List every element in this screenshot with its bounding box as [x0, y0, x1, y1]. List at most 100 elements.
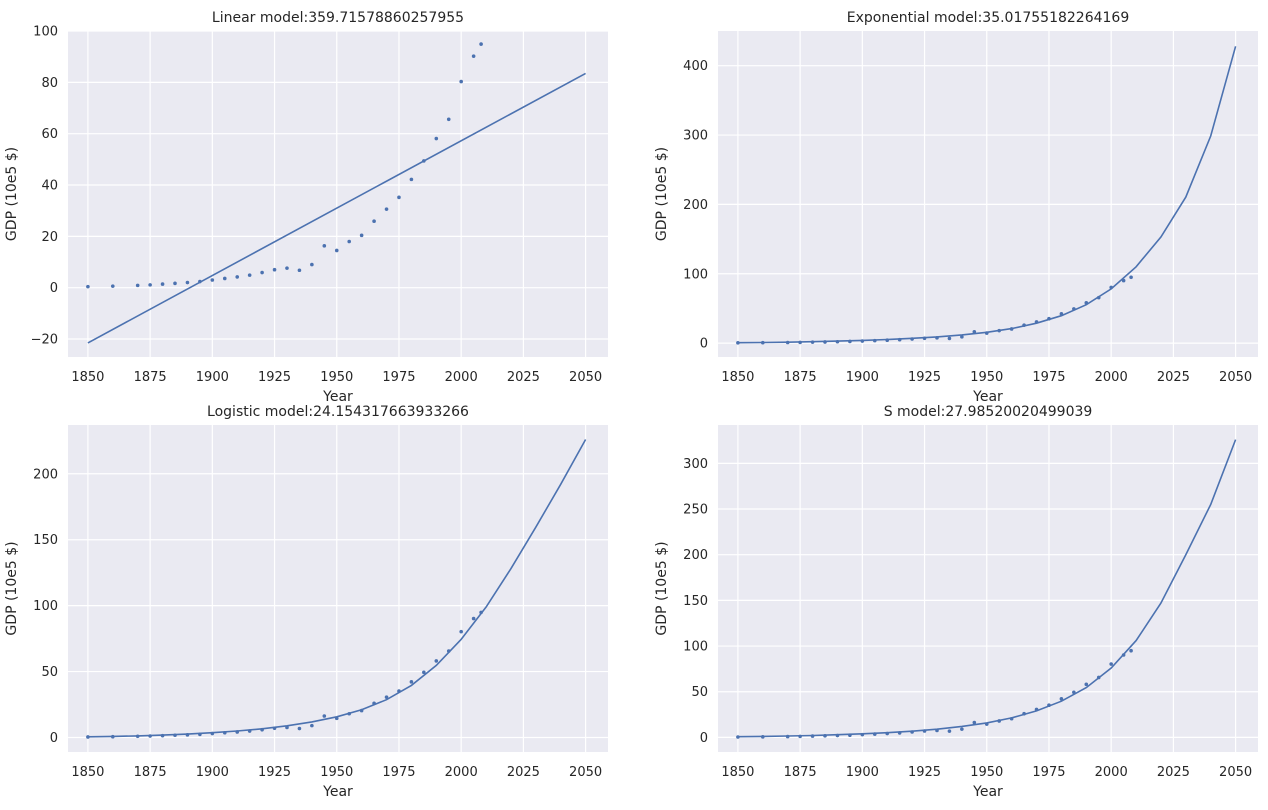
- data-point: [409, 177, 414, 182]
- fit-line: [87, 72, 586, 344]
- data-point: [459, 629, 463, 634]
- x-tick-label: 1875: [134, 765, 167, 780]
- y-axis-label: GDP (10e5 $): [654, 147, 670, 241]
- x-tick-label: 1925: [258, 370, 291, 385]
- y-tick-label: 100: [683, 267, 708, 282]
- data-point: [173, 281, 177, 286]
- data-point: [235, 275, 240, 279]
- data-point: [479, 42, 483, 46]
- y-tick-label: 100: [683, 640, 708, 655]
- x-tick-label: 1850: [71, 370, 104, 385]
- x-tick-label: 1925: [908, 370, 941, 385]
- x-tick-label: 1950: [970, 370, 1003, 385]
- data-point: [110, 284, 115, 288]
- data-point: [422, 670, 426, 675]
- data-point: [210, 278, 215, 282]
- x-tick-label: 1900: [196, 370, 229, 385]
- x-tick-label: 2000: [1095, 370, 1128, 385]
- data-point: [322, 244, 327, 248]
- data-point: [384, 695, 389, 699]
- y-tick-label: 150: [33, 533, 58, 548]
- x-tick-label: 2025: [507, 765, 540, 780]
- y-tick-label: 50: [691, 685, 708, 700]
- data-point: [1109, 662, 1113, 666]
- data-point: [1129, 648, 1133, 653]
- y-tick-label: 250: [683, 503, 708, 518]
- plot-area: [718, 425, 1258, 752]
- data-point: [372, 219, 376, 224]
- data-point: [310, 723, 314, 728]
- data-point: [297, 268, 302, 273]
- data-point: [86, 284, 90, 289]
- y-tick-label: 200: [683, 198, 708, 213]
- x-tick-label: 2000: [445, 765, 478, 780]
- x-axis-label: Year: [972, 784, 1003, 800]
- y-tick-label: 50: [41, 665, 58, 680]
- data-point: [185, 280, 190, 285]
- plot-area: [68, 31, 608, 357]
- x-tick-label: 2025: [1157, 370, 1190, 385]
- data-point: [409, 680, 414, 684]
- data-point: [972, 720, 977, 725]
- data-point: [960, 335, 964, 339]
- x-tick-label: 1850: [721, 765, 754, 780]
- x-tick-label: 2025: [507, 370, 540, 385]
- x-tick-label: 2050: [569, 765, 602, 780]
- data-point: [397, 195, 401, 200]
- x-tick-label: 1925: [258, 765, 291, 780]
- x-tick-label: 1850: [71, 765, 104, 780]
- subplot-4: 1850 1875 1900 1925 1950 1975 2000 2025 2050 0 50 1…: [654, 404, 1258, 800]
- y-tick-label: 0: [50, 731, 58, 746]
- data-point: [272, 267, 277, 272]
- data-point: [260, 270, 264, 275]
- data-point: [347, 239, 351, 244]
- y-tick-label: 40: [41, 179, 58, 194]
- x-axis-label: Year: [972, 389, 1003, 405]
- subplot-1: 1850 1875 1900 1925 1950 1975 2000 2025 2050 −20 0…: [4, 10, 608, 405]
- y-axis-label: GDP (10e5 $): [654, 541, 670, 635]
- y-tick-label: 100: [33, 25, 58, 40]
- data-point: [135, 283, 140, 288]
- chart-title: Exponential model:35.01755182264169: [847, 10, 1130, 26]
- y-tick-label: 100: [33, 599, 58, 614]
- y-tick-label: 20: [41, 230, 58, 245]
- x-tick-label: 1950: [320, 370, 353, 385]
- data-point: [148, 283, 152, 287]
- x-tick-label: 1950: [320, 765, 353, 780]
- data-point: [434, 136, 439, 141]
- plot-area: [718, 31, 1258, 357]
- x-tick-label: 2025: [1157, 765, 1190, 780]
- data-point: [1084, 682, 1089, 687]
- data-point: [446, 117, 451, 122]
- data-point: [310, 262, 314, 267]
- x-tick-label: 2050: [1219, 370, 1252, 385]
- y-tick-label: −20: [31, 333, 58, 348]
- x-tick-label: 1975: [1032, 765, 1065, 780]
- data-point: [334, 248, 339, 253]
- data-point: [160, 282, 165, 286]
- x-tick-label: 1950: [970, 765, 1003, 780]
- data-point: [459, 79, 463, 84]
- data-point: [947, 729, 952, 733]
- x-tick-label: 1875: [784, 370, 817, 385]
- x-tick-label: 1900: [846, 765, 879, 780]
- x-tick-label: 1900: [196, 765, 229, 780]
- y-axis-label: GDP (10e5 $): [4, 541, 20, 635]
- y-tick-label: 0: [700, 731, 708, 746]
- data-point: [322, 714, 327, 718]
- data-point: [1059, 697, 1064, 701]
- data-point: [960, 727, 964, 731]
- y-tick-label: 400: [683, 59, 708, 74]
- x-tick-label: 1975: [382, 765, 415, 780]
- subplot-2: 1850 1875 1900 1925 1950 1975 2000 2025 2050 0 100…: [654, 10, 1258, 405]
- subplot-3: 1850 1875 1900 1925 1950 1975 2000 2025 2050 0 50 1…: [4, 404, 608, 800]
- data-point: [384, 207, 389, 211]
- y-tick-label: 150: [683, 594, 708, 609]
- data-point: [297, 726, 302, 731]
- x-tick-label: 1975: [1032, 370, 1065, 385]
- y-tick-label: 0: [700, 337, 708, 352]
- data-point: [247, 273, 252, 277]
- fit-line: [737, 46, 1237, 344]
- data-point: [471, 54, 476, 58]
